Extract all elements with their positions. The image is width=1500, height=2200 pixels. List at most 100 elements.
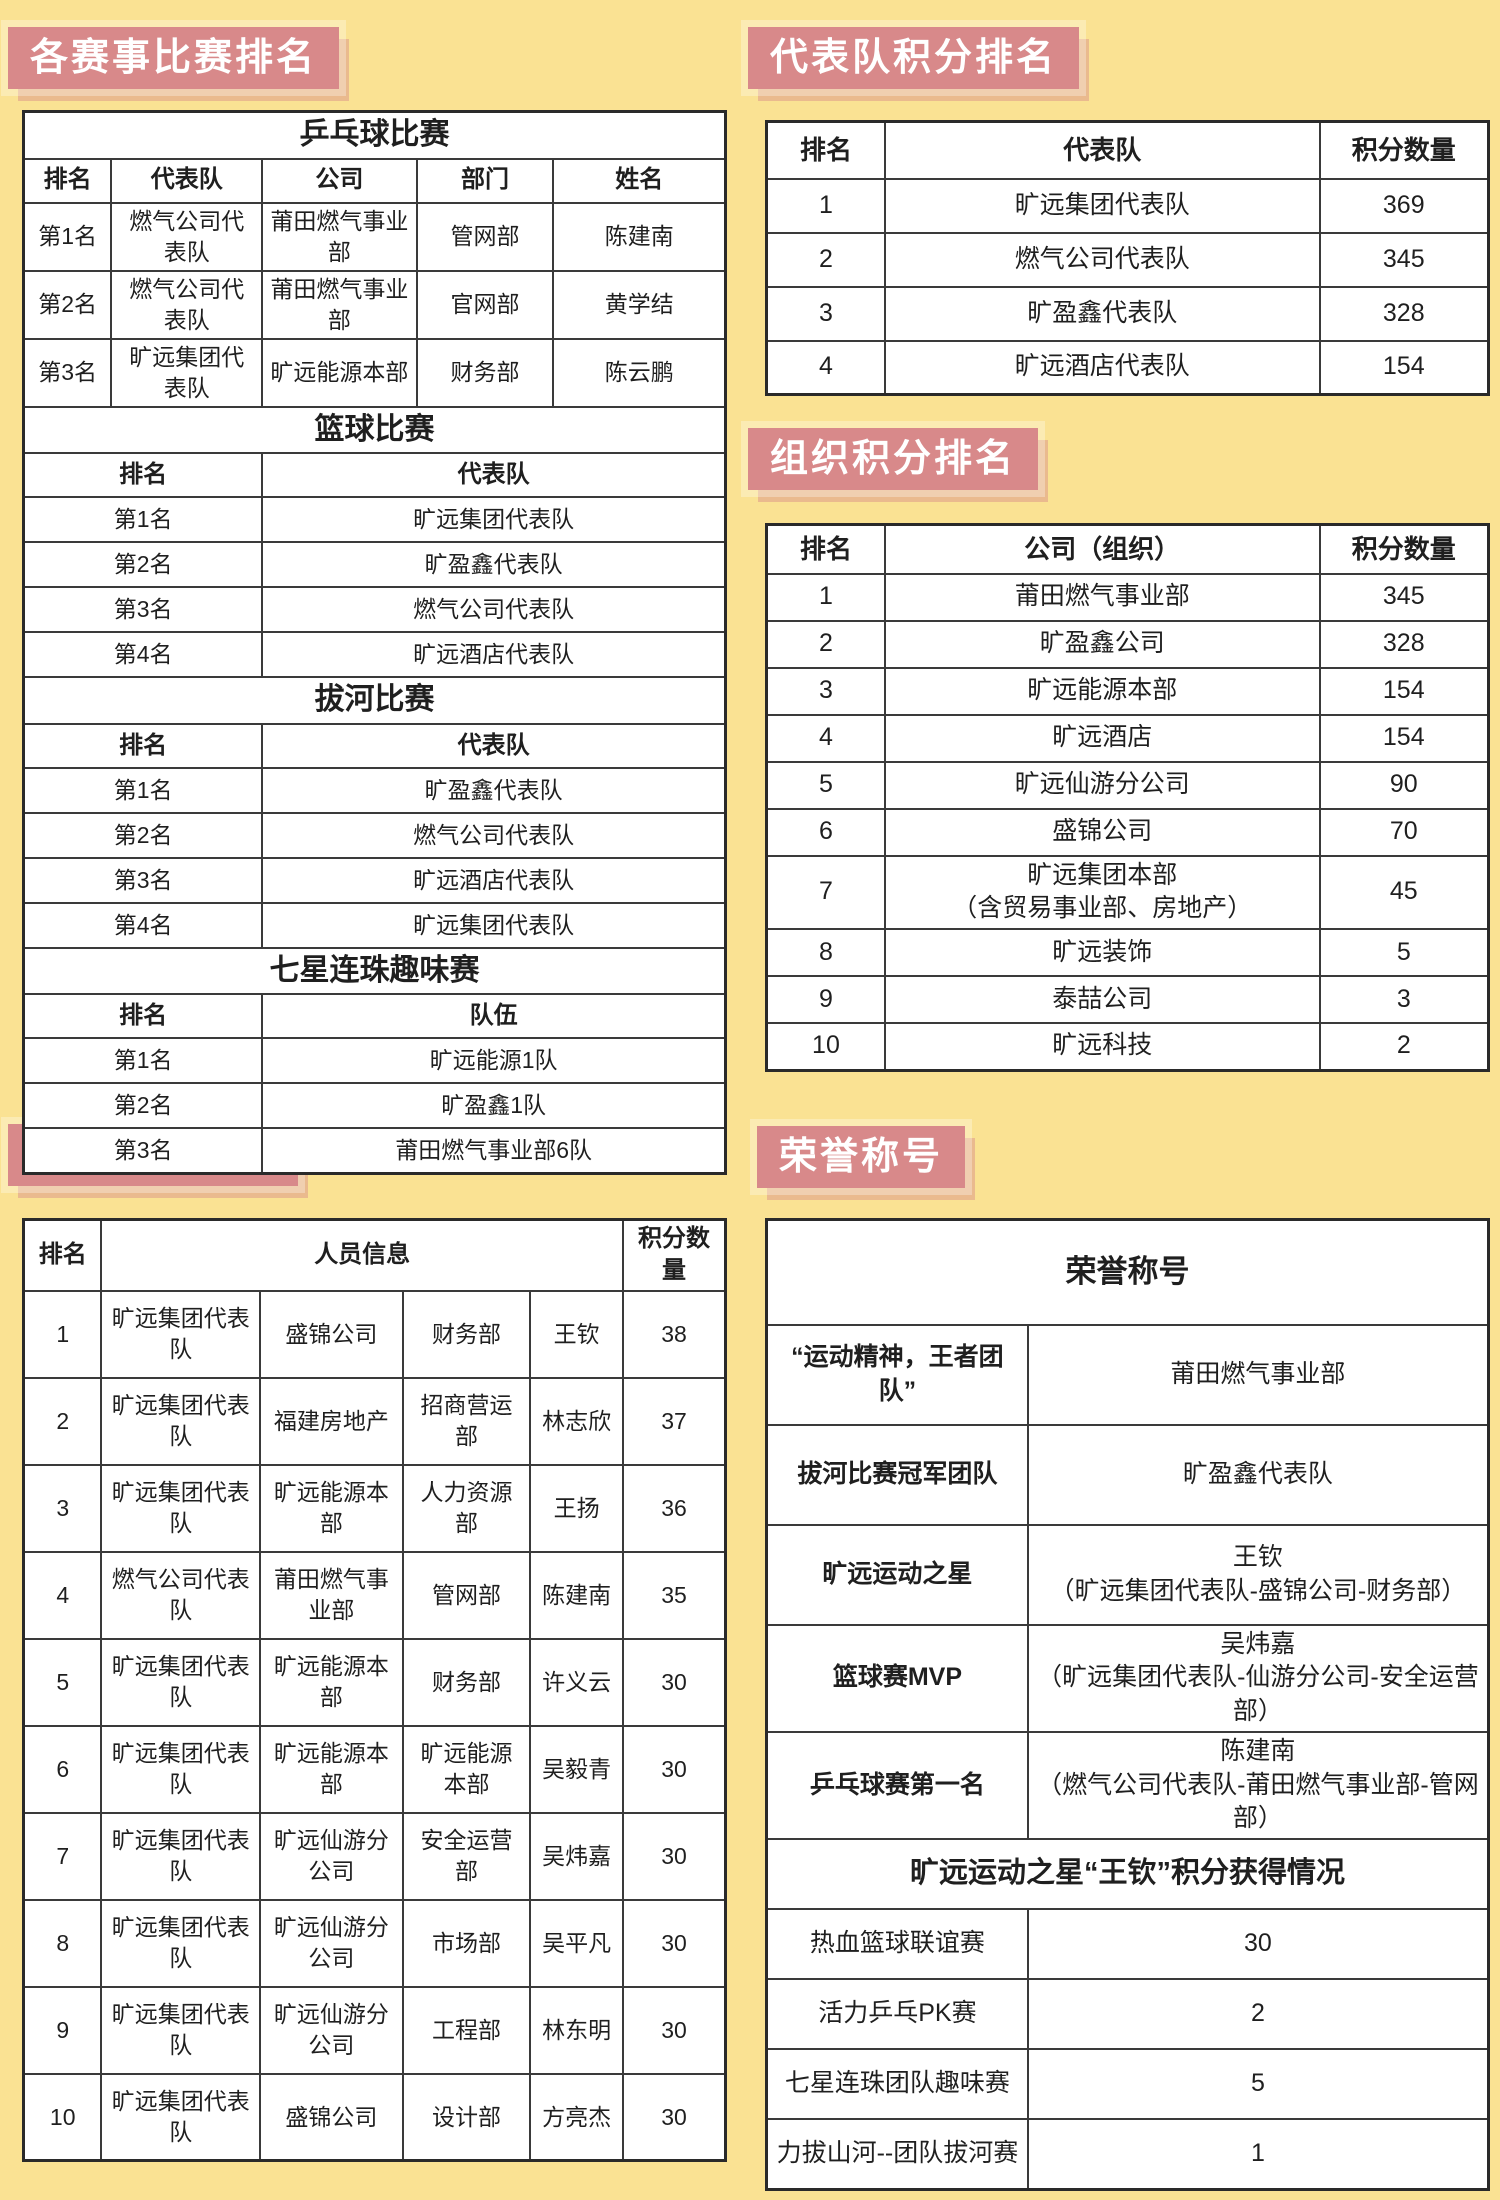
table-row: 9 旷远集团代表队 旷远仙游分公司 工程部 林东明 30	[22, 1985, 727, 2075]
table-row: 1 莆田燃气事业部 345	[765, 572, 1490, 622]
cell: 154	[1318, 713, 1490, 763]
cell: 第4名	[22, 901, 264, 949]
cell: 林志欣	[529, 1376, 624, 1466]
cell: 6	[765, 807, 886, 857]
cell: 荣誉称号	[765, 1218, 1490, 1326]
cell: 七星连珠团队趣味赛	[765, 2048, 1029, 2120]
cell: 旷远酒店代表队	[261, 631, 727, 679]
cell: 45	[1318, 854, 1490, 930]
table-row: 第2名 燃气公司代表队	[22, 811, 727, 859]
cell: 燃气公司代表队	[110, 269, 264, 340]
cell: 盛锦公司	[883, 807, 1321, 857]
cell: 旷远集团代表队	[261, 901, 727, 949]
section-title-row: 七星连珠趣味赛	[22, 946, 727, 996]
individual-points-table: 排名 人员信息 积分数量 1 旷远集团代表队 盛锦公司 财务部 王钦 38 2 旷远集团代表队 福建房…	[22, 1218, 727, 2163]
cell: 旷远集团代表队	[883, 177, 1321, 234]
table-row: 第1名 旷远能源1队	[22, 1037, 727, 1085]
table-row: 第3名 旷远集团代表队 旷远能源本部 财务部 陈云鹏	[22, 337, 727, 408]
header-row: 排名 代表队	[22, 722, 727, 769]
cell: 4	[765, 339, 886, 396]
cell: 5	[1026, 2048, 1490, 2120]
table-row: 3 旷远集团代表队 旷远能源本部 人力资源部 王扬 36	[22, 1463, 727, 1553]
table-row: 活力乒乓PK赛 2	[765, 1978, 1490, 2050]
cell: 第4名	[22, 631, 264, 679]
table-row: 第3名 莆田燃气事业部6队	[22, 1127, 727, 1175]
table-row: 第1名 燃气公司代表队 莆田燃气事业部 管网部 陈建南	[22, 201, 727, 272]
section-title-row: 荣誉称号	[765, 1218, 1490, 1326]
cell: 30	[621, 1985, 727, 2075]
cell: 旷远集团本部 （含贸易事业部、房地产）	[883, 854, 1321, 930]
table-row: 第1名 旷远集团代表队	[22, 496, 727, 544]
cell: 90	[1318, 760, 1490, 810]
header-cell: 排名	[22, 157, 113, 204]
table-row: 第3名 燃气公司代表队	[22, 586, 727, 634]
cell: 9	[765, 975, 886, 1024]
cell: 345	[1318, 572, 1490, 622]
cell: 旷远能源本部	[259, 1637, 404, 1727]
cell: 5	[1318, 928, 1490, 977]
table-row: 第4名 旷远酒店代表队	[22, 631, 727, 679]
table-row: 第1名 旷盈鑫代表队	[22, 766, 727, 814]
cell: 莆田燃气事业部	[261, 269, 418, 340]
header-cell: 代表队	[110, 157, 264, 204]
cell: 70	[1318, 807, 1490, 857]
header-cell: 排名	[22, 452, 264, 499]
cell: 第3名	[22, 586, 264, 634]
header-cell: 代表队	[261, 452, 727, 499]
cell: 官网部	[415, 269, 555, 340]
cell: 30	[621, 1637, 727, 1727]
header-row: 排名 代表队	[22, 452, 727, 499]
cell: 30	[1026, 1908, 1490, 1980]
cell: 热血篮球联谊赛	[765, 1908, 1029, 1980]
header-cell: 部门	[415, 157, 555, 204]
cell: 旷远仙游分公司	[259, 1985, 404, 2075]
cell: 第2名	[22, 541, 264, 589]
cell: 旷盈鑫1队	[261, 1082, 727, 1130]
cell: 5	[22, 1637, 103, 1727]
cell: 莆田燃气事业部	[1026, 1323, 1490, 1426]
cell: 旷远仙游分公司	[883, 760, 1321, 810]
cell: 旷远集团代表队	[100, 1463, 262, 1553]
cell: 旷盈鑫代表队	[261, 766, 727, 814]
cell: 1	[765, 177, 886, 234]
table-row: 4 燃气公司代表队 莆田燃气事业部 管网部 陈建南 35	[22, 1550, 727, 1640]
cell: 旷远集团代表队	[100, 1898, 262, 1988]
table-row: 力拔山河--团队拔河赛 1	[765, 2118, 1490, 2190]
team-points-table: 排名 代表队 积分数量 1 旷远集团代表队 369 2 燃气公司代表队 345 3 旷盈鑫代表队 32…	[765, 120, 1490, 396]
section-badge-honors: 荣誉称号	[757, 1126, 966, 1188]
header-row: 排名 代表队 积分数量	[765, 120, 1490, 180]
cell: 财务部	[401, 1289, 532, 1379]
cell: 7	[22, 1811, 103, 1901]
cell: 旷远集团代表队	[100, 1811, 262, 1901]
header-cell: 积分数量	[621, 1218, 727, 1292]
cell: 7	[765, 854, 886, 930]
header-cell: 排名	[22, 993, 264, 1040]
table-row: 乒乓球赛第一名 陈建南 （燃气公司代表队-莆田燃气事业部-管网部）	[765, 1730, 1490, 1841]
cell: 10	[22, 2072, 103, 2162]
cell: 2	[765, 619, 886, 669]
cell: 管网部	[401, 1550, 532, 1640]
cell: 旷远集团代表队	[100, 1724, 262, 1814]
table-row: 2 燃气公司代表队 345	[765, 231, 1490, 288]
cell: 莆田燃气事业部	[883, 572, 1321, 622]
cell: 旷远集团代表队	[110, 337, 264, 408]
cell: 吴毅青	[529, 1724, 624, 1814]
table-row: 2 旷盈鑫公司 328	[765, 619, 1490, 669]
cell: 王钦 （旷远集团代表队-盛锦公司-财务部）	[1026, 1523, 1490, 1626]
table-row: 篮球赛MVP 吴炜嘉 （旷远集团代表队-仙游分公司-安全运营部）	[765, 1623, 1490, 1733]
cell: 福建房地产	[259, 1376, 404, 1466]
cell: 8	[765, 928, 886, 977]
cell: 财务部	[401, 1637, 532, 1727]
cell: 拔河比赛	[22, 676, 727, 725]
cell: 2	[22, 1376, 103, 1466]
cell: 38	[621, 1289, 727, 1379]
table-row: 4 旷远酒店 154	[765, 713, 1490, 763]
cell: 30	[621, 1898, 727, 1988]
cell: 人力资源部	[401, 1463, 532, 1553]
cell: 第2名	[22, 1082, 264, 1130]
cell: 2	[1026, 1978, 1490, 2050]
cell: 王扬	[529, 1463, 624, 1553]
header-row: 排名 人员信息 积分数量	[22, 1218, 727, 1292]
cell: 乒乓球比赛	[22, 110, 727, 160]
cell: 陈建南	[529, 1550, 624, 1640]
